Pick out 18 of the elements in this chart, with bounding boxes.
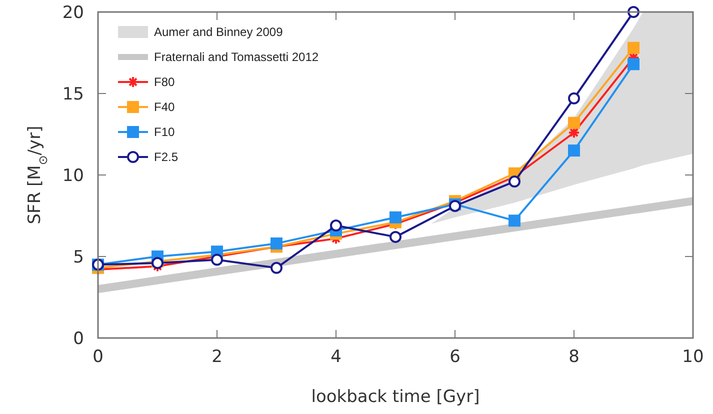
x-tick-label: 2 [212,347,222,367]
y-tick-label: 20 [62,3,84,23]
x-tick-label: 10 [682,347,704,367]
x-tick-label: 4 [330,347,342,367]
legend-label: F2.5 [154,150,178,164]
x-tick-label: 0 [92,347,104,367]
y-tick-label: 15 [62,84,84,104]
legend-label: F80 [154,75,176,89]
legend-label: F40 [154,100,176,114]
legend-label: F10 [154,125,176,139]
y-tick-label: 5 [73,248,84,268]
legend-label: Aumer and Binney 2009 [154,25,284,39]
x-axis-title: lookback time [Gyr] [311,387,480,407]
legend-label: Fraternali and Tomassetti 2012 [154,50,319,64]
y-tick-label: 0 [73,329,84,349]
x-tick-label: 8 [568,347,580,367]
y-tick-label: 10 [62,166,84,186]
x-tick-label: 6 [450,347,460,367]
